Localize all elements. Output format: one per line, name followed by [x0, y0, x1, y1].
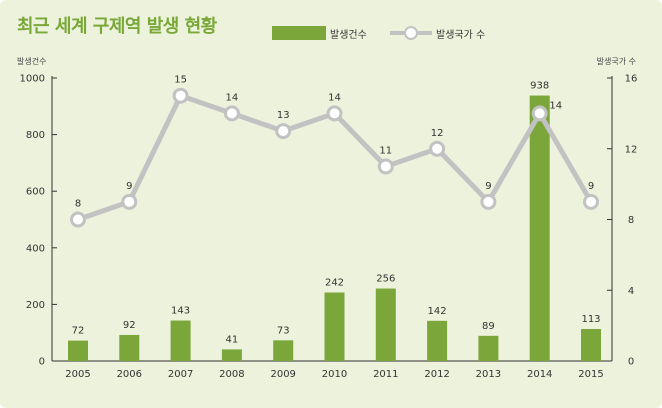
bar [581, 329, 601, 361]
legend-label-cases: 발생건수 [330, 29, 367, 41]
bar-value-label: 89 [482, 321, 495, 332]
x-tick-label: 2013 [476, 369, 501, 380]
bar [170, 320, 191, 361]
x-tick-label: 2011 [373, 369, 398, 380]
bar-value-label: 72 [72, 326, 85, 337]
bar-value-label: 113 [581, 314, 600, 325]
legend-bar-swatch [272, 26, 326, 40]
legend-item-cases: 발생건수 [272, 24, 367, 42]
line-point [70, 211, 86, 228]
right-tick-label: 0 [628, 357, 634, 368]
x-tick-label: 2014 [527, 369, 552, 380]
line-value-label: 8 [75, 199, 81, 210]
x-tick-label: 2006 [117, 369, 142, 380]
bar [119, 334, 140, 361]
left-axis-label: 발생건수 [17, 57, 47, 66]
right-tick-label: 16 [625, 74, 638, 85]
line-value-label: 14 [226, 92, 239, 103]
line-value-label: 14 [549, 100, 562, 111]
x-tick-label: 2012 [424, 369, 449, 380]
legend-label-countries: 발생국가 수 [436, 29, 486, 41]
bar-value-label: 242 [325, 278, 344, 289]
bar-value-label: 73 [277, 325, 290, 336]
x-tick-label: 2007 [168, 369, 193, 380]
line-value-label: 12 [431, 128, 444, 139]
legend-item-countries: 발생국가 수 [390, 24, 485, 42]
left-tick-label: 0 [39, 357, 45, 368]
line-point [121, 193, 138, 210]
chart-title: 최근 세계 구제역 발생 현황 [17, 16, 217, 37]
legend-line-swatch [390, 26, 432, 40]
bar [324, 292, 345, 361]
line-point [275, 123, 292, 140]
right-tick-label: 4 [628, 286, 634, 297]
bar [221, 349, 242, 361]
line-value-label: 9 [485, 181, 491, 192]
line-value-label: 9 [126, 181, 132, 192]
line-point [429, 140, 446, 157]
left-tick-label: 600 [26, 187, 45, 198]
bar-value-label: 142 [428, 306, 447, 317]
line-point [583, 193, 599, 210]
line-point [223, 105, 240, 122]
bar-value-label: 256 [376, 274, 395, 285]
bar-value-label: 938 [530, 81, 549, 92]
bar [478, 335, 499, 361]
bar [273, 340, 294, 361]
x-tick-label: 2010 [322, 369, 347, 380]
x-tick-label: 2009 [270, 369, 295, 380]
left-tick-label: 200 [26, 300, 45, 311]
line-value-label: 9 [588, 181, 594, 192]
x-tick-label: 2015 [578, 369, 603, 380]
x-tick-label: 2008 [219, 369, 244, 380]
x-tick-label: 2005 [65, 369, 90, 380]
right-axis-label: 발생국가 수 [596, 57, 636, 66]
bar-value-label: 143 [171, 306, 190, 317]
bar-value-label: 41 [226, 334, 239, 345]
line-value-label: 11 [379, 145, 392, 156]
bar [427, 320, 448, 361]
bar [68, 340, 88, 361]
bar-value-label: 92 [123, 320, 136, 331]
right-tick-label: 8 [628, 215, 634, 226]
line-point [326, 105, 343, 122]
line-point [172, 87, 189, 104]
line-point [480, 193, 497, 210]
left-tick-label: 1000 [20, 74, 45, 85]
line-value-label: 13 [277, 110, 290, 121]
line-point [377, 158, 394, 175]
right-tick-label: 12 [625, 144, 638, 155]
line-value-label: 15 [174, 75, 187, 86]
left-tick-label: 800 [26, 130, 45, 141]
line-point [531, 105, 548, 122]
left-tick-label: 400 [26, 243, 45, 254]
bar [375, 288, 396, 361]
line-value-label: 14 [328, 92, 341, 103]
bar [529, 95, 550, 362]
